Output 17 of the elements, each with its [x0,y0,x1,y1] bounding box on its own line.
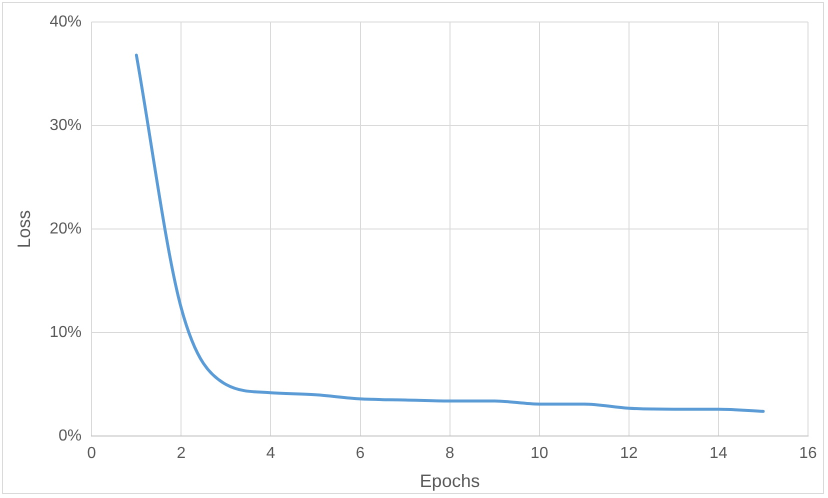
x-axis-title: Epochs [420,471,480,492]
y-tick-label: 10% [50,324,82,342]
x-tick-label: 12 [620,445,638,462]
y-tick-label: 0% [58,428,82,445]
x-tick-label: 14 [710,445,728,462]
y-axis-title: Loss [14,210,34,248]
x-tick-label: 8 [445,445,454,462]
x-tick-label: 0 [87,445,96,462]
line-series [134,54,765,413]
y-tick-label: 40% [50,13,82,30]
x-tick-label: 10 [530,445,548,462]
x-tick-label: 6 [356,445,365,462]
y-tick-label: 30% [50,116,82,134]
x-tick-label: 16 [799,445,817,462]
x-tick-label: 2 [176,445,186,462]
x-tick-label: 4 [266,445,276,462]
y-tick-label: 20% [50,220,82,238]
